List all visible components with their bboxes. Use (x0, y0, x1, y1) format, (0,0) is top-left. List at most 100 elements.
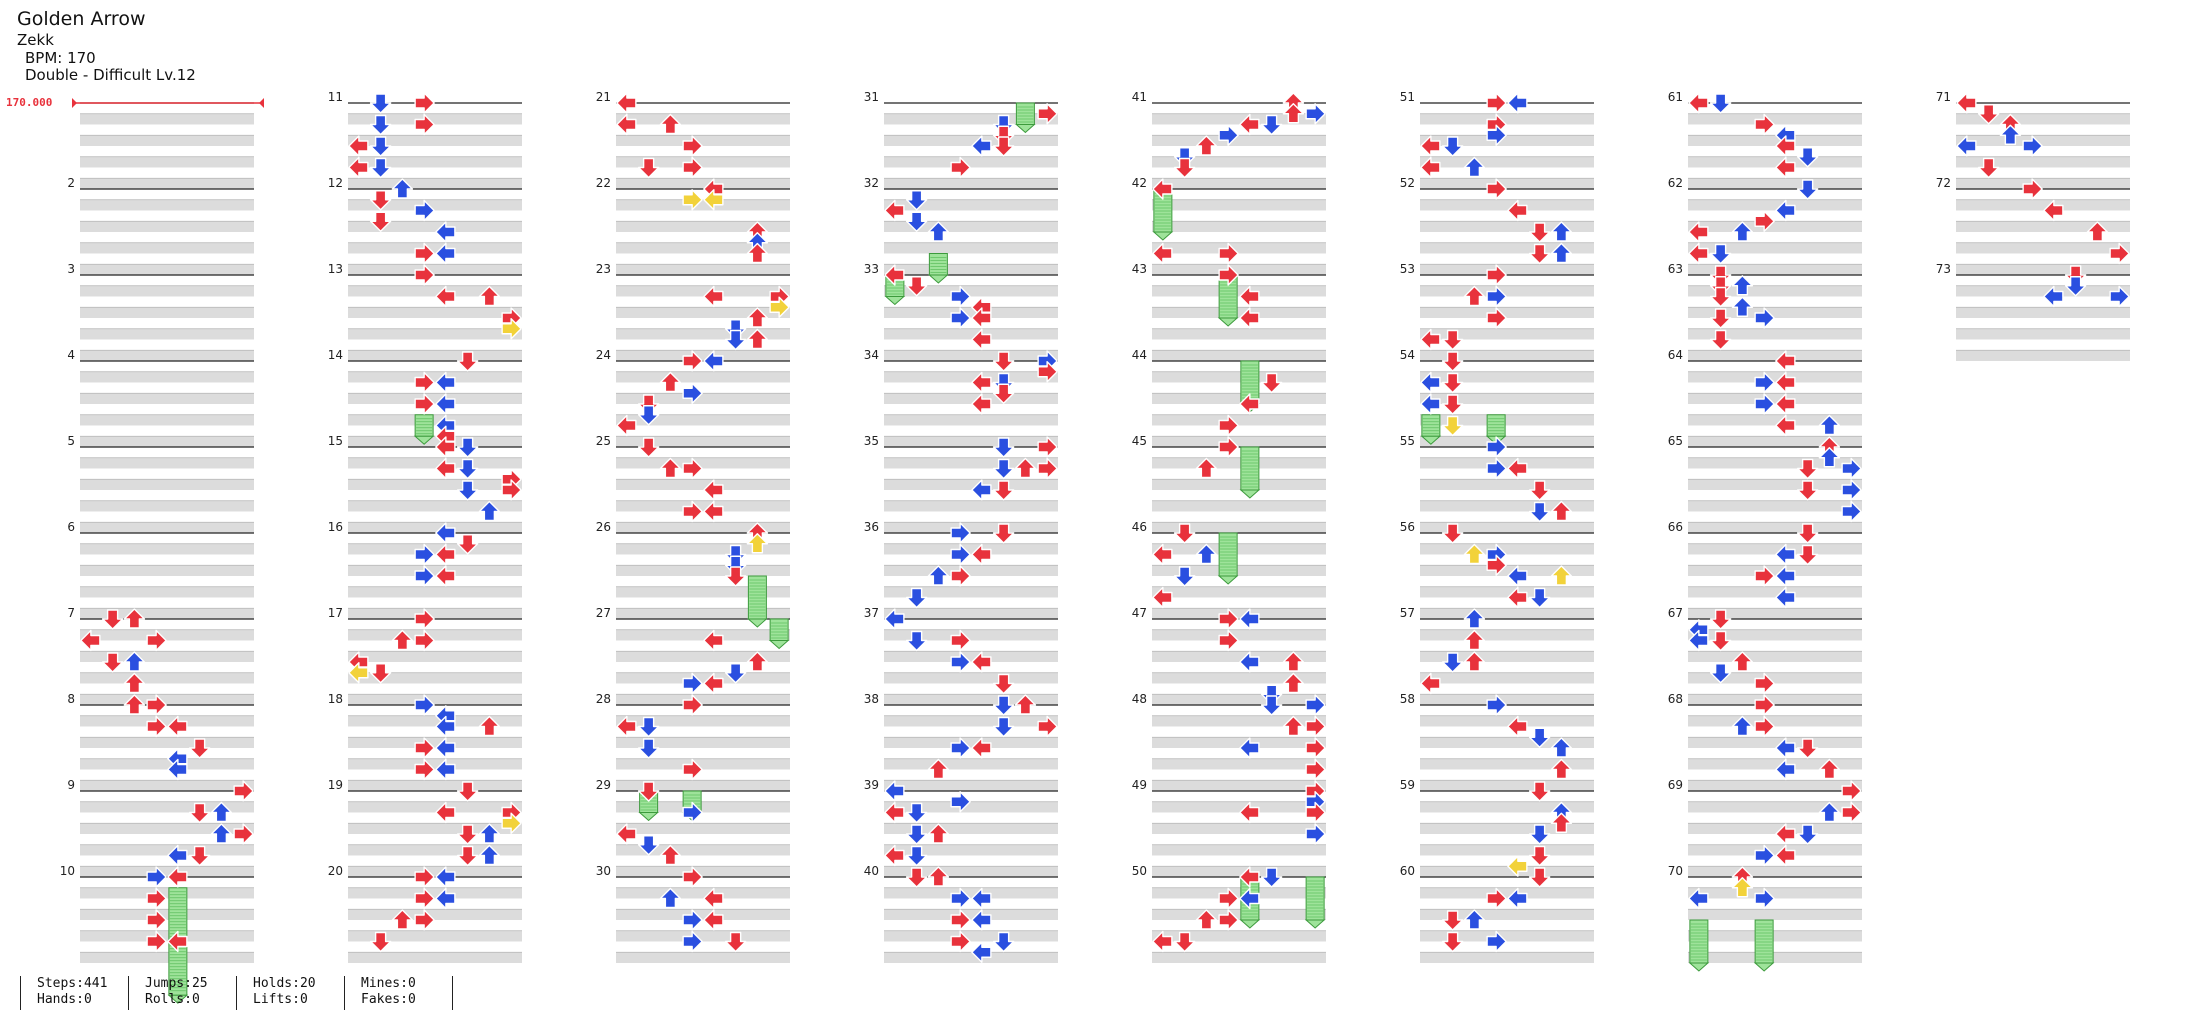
beat-band (884, 651, 1058, 662)
arrow-left-icon (884, 780, 905, 802)
arrow-left-icon (1152, 930, 1173, 953)
measure-number: 43 (1132, 262, 1147, 276)
beat-band (348, 801, 522, 813)
beat-band (616, 543, 790, 555)
arrow-up-icon (478, 285, 501, 307)
beat-band (1688, 113, 1862, 125)
measure-number: 12 (328, 176, 343, 190)
arrow-down-icon (1441, 415, 1464, 437)
arrow-down-icon (2064, 265, 2087, 286)
arrow-down-icon (456, 845, 479, 867)
arrow-up-icon (1818, 758, 1841, 780)
beat-band (884, 737, 1058, 748)
beat-band (348, 930, 522, 942)
arrow-up-icon (746, 533, 769, 554)
arrow-down-icon (1709, 630, 1732, 652)
arrow-left-icon (1239, 393, 1260, 415)
arrow-left-icon (2043, 285, 2064, 308)
hold-note (768, 618, 790, 650)
arrow-down-icon (992, 673, 1015, 695)
arrow-left-icon (435, 887, 456, 910)
measure-number: 67 (1668, 606, 1683, 620)
measure-47: 47 (1132, 606, 1326, 705)
beat-band (348, 737, 522, 748)
arrow-down-icon (1441, 523, 1464, 544)
beat-band (348, 586, 522, 598)
beat-band (80, 651, 254, 662)
beat-band (1956, 113, 2130, 125)
beat-band (348, 135, 522, 146)
measure-69: 69 (1668, 778, 1862, 877)
beat-band (616, 285, 790, 297)
arrow-left-icon (1688, 242, 1709, 265)
arrow-right-icon (146, 694, 167, 716)
arrow-right-icon (1486, 285, 1507, 308)
beat-band (616, 135, 790, 146)
measure-53: 53 (1400, 262, 1594, 361)
arrow-up-icon (1731, 221, 1754, 242)
hold-tail (1753, 962, 1775, 972)
beat-band (1688, 715, 1862, 727)
arrow-right-icon (682, 350, 703, 372)
beat-band (80, 371, 254, 383)
beat-band (884, 887, 1058, 899)
hold-tail (1217, 317, 1239, 327)
beat-band (80, 135, 254, 146)
beat-band (348, 457, 522, 469)
arrow-down-icon (992, 351, 1015, 372)
beat-band (616, 737, 790, 748)
beat-band (616, 156, 790, 168)
arrow-left-icon (1239, 113, 1260, 136)
beat-band (80, 866, 254, 877)
arrow-right-icon (414, 199, 435, 222)
measure-number: 17 (328, 606, 343, 620)
arrow-down-icon (1528, 845, 1551, 867)
bpm-change-tick-right (259, 98, 264, 108)
arrow-left-icon (167, 930, 188, 953)
arrow-right-icon (1841, 780, 1862, 802)
beat-band (1152, 651, 1326, 662)
beat-band (1420, 178, 1594, 189)
beat-band (884, 178, 1058, 189)
arrow-right-icon (1754, 565, 1775, 587)
arrow-left-icon (435, 371, 456, 394)
beat-band (80, 457, 254, 469)
beat-band (80, 479, 254, 490)
arrow-right-icon (1037, 436, 1058, 458)
beat-band (884, 930, 1058, 942)
arrow-down-icon (1796, 179, 1819, 200)
arrow-left-icon (167, 758, 188, 781)
measure-number: 46 (1132, 520, 1147, 534)
beat-band (80, 178, 254, 189)
beat-band (884, 694, 1058, 705)
arrow-left-icon (884, 608, 905, 630)
beat-band (616, 436, 790, 447)
arrow-left-icon (435, 393, 456, 415)
beat-band (1688, 565, 1862, 576)
hold-note (1239, 446, 1261, 499)
beat-band (884, 199, 1058, 211)
arrow-right-icon (1218, 608, 1239, 630)
beat-band (80, 758, 254, 770)
beat-band (1420, 909, 1594, 920)
beat-band (884, 264, 1058, 275)
arrow-up-icon (1282, 103, 1305, 124)
arrow-up-icon (927, 565, 950, 586)
arrow-right-icon (950, 285, 971, 308)
hold-body (1218, 532, 1238, 577)
arrow-right-icon (1037, 715, 1058, 738)
measure-number: 11 (328, 90, 343, 104)
arrow-down-icon (1528, 480, 1551, 501)
measure-43: 43 (1132, 262, 1326, 361)
beat-band (348, 414, 522, 426)
stat-holds: Holds:20 (253, 976, 316, 991)
beat-band (884, 285, 1058, 297)
hold-body (1689, 919, 1709, 964)
beat-band (884, 586, 1058, 598)
beat-band (616, 715, 790, 727)
beat-band (884, 393, 1058, 404)
beat-band (1688, 651, 1862, 662)
arrow-left-icon (1420, 328, 1441, 351)
arrow-right-icon (233, 780, 254, 802)
arrow-down-icon (724, 555, 747, 576)
